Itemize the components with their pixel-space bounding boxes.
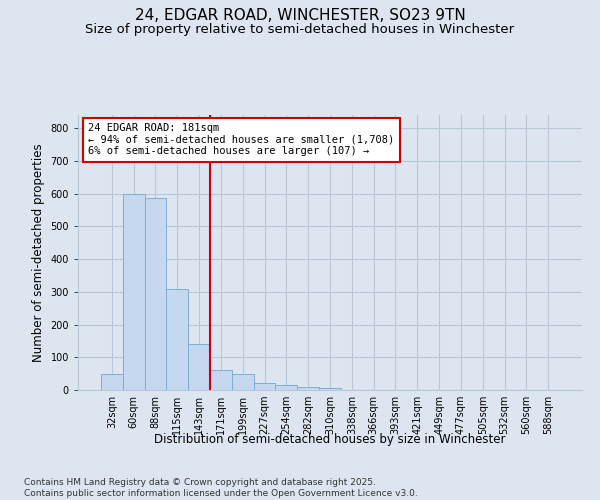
Bar: [188, 344, 210, 390]
Bar: [297, 388, 319, 390]
Bar: [254, 383, 275, 390]
Bar: [319, 388, 341, 390]
Text: Size of property relative to semi-detached houses in Winchester: Size of property relative to semi-detach…: [85, 22, 515, 36]
Text: 24, EDGAR ROAD, WINCHESTER, SO23 9TN: 24, EDGAR ROAD, WINCHESTER, SO23 9TN: [134, 8, 466, 22]
Bar: [275, 385, 297, 390]
Bar: [145, 198, 166, 390]
Y-axis label: Number of semi-detached properties: Number of semi-detached properties: [32, 143, 45, 362]
Bar: [232, 374, 254, 390]
Bar: [123, 194, 145, 390]
Bar: [101, 374, 123, 390]
Bar: [166, 288, 188, 390]
Text: 24 EDGAR ROAD: 181sqm
← 94% of semi-detached houses are smaller (1,708)
6% of se: 24 EDGAR ROAD: 181sqm ← 94% of semi-deta…: [88, 123, 394, 156]
Text: Contains HM Land Registry data © Crown copyright and database right 2025.
Contai: Contains HM Land Registry data © Crown c…: [24, 478, 418, 498]
Text: Distribution of semi-detached houses by size in Winchester: Distribution of semi-detached houses by …: [154, 432, 506, 446]
Bar: [210, 370, 232, 390]
